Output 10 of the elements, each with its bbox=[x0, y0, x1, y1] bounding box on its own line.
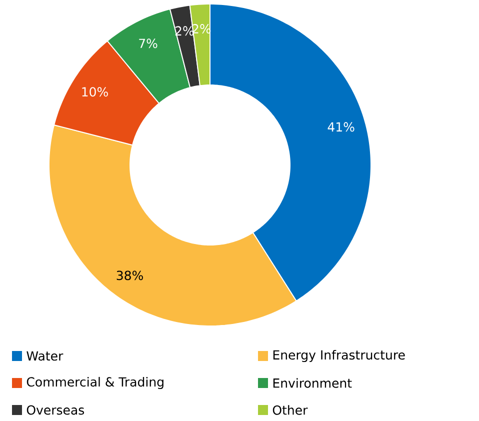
legend-label: Overseas bbox=[26, 405, 84, 415]
data-label: 38% bbox=[116, 270, 143, 280]
legend-label: Commercial & Trading bbox=[26, 376, 164, 390]
data-label: 7% bbox=[139, 38, 158, 48]
legend-label: Water bbox=[26, 351, 64, 361]
legend-label: Energy Infrastructure bbox=[273, 350, 405, 362]
legend-label: Other bbox=[272, 405, 308, 415]
data-label: 10% bbox=[82, 87, 108, 97]
data-label: 41% bbox=[328, 122, 354, 132]
legend-label: Environment bbox=[273, 378, 352, 388]
